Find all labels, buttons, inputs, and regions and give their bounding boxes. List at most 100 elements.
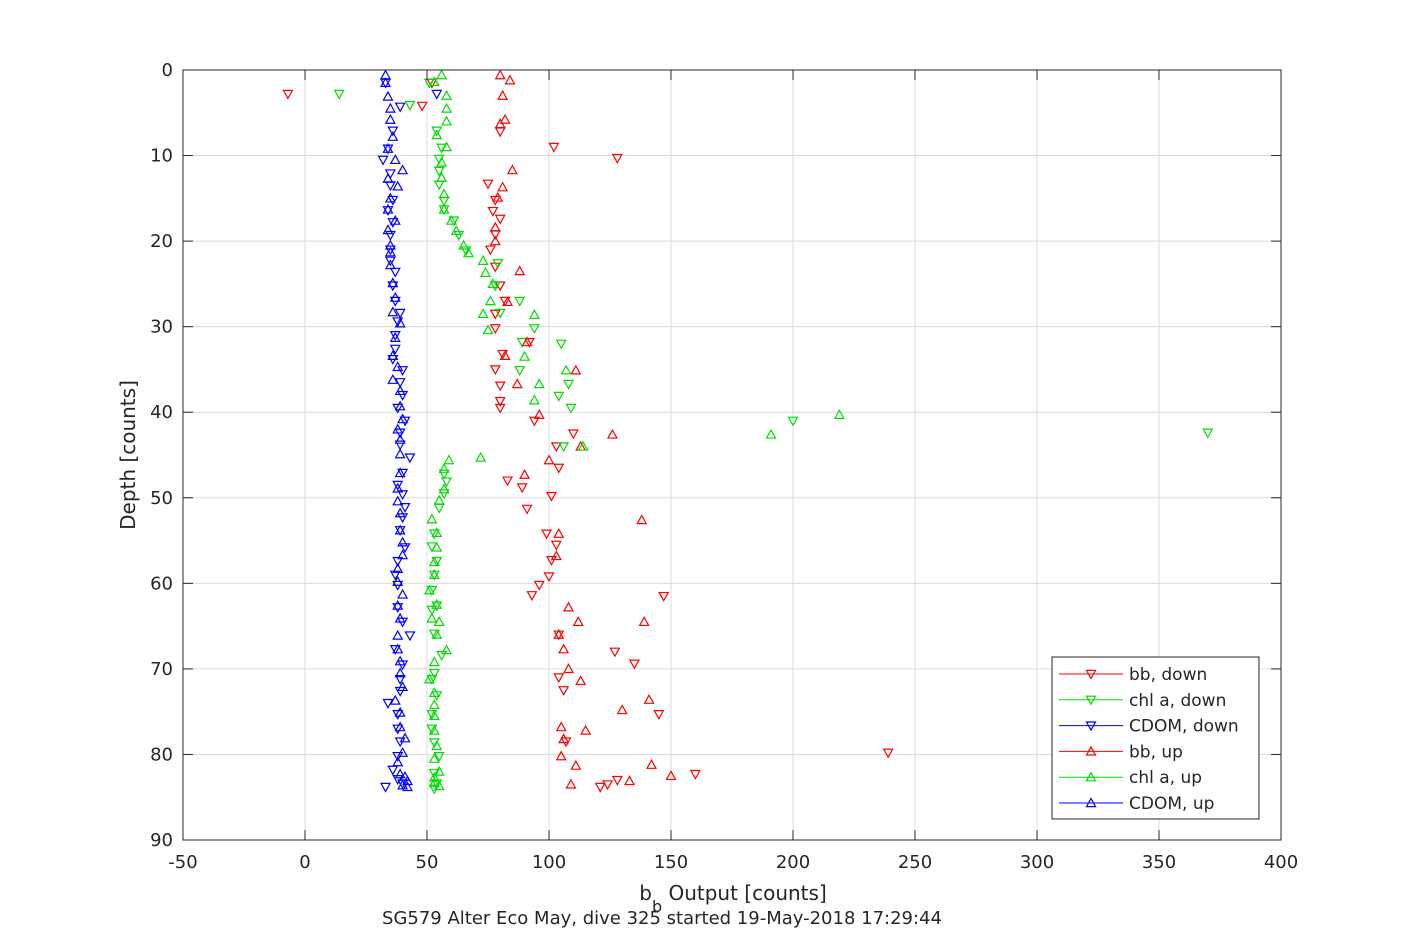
data-point <box>397 468 409 479</box>
data-point <box>553 628 565 639</box>
data-point <box>392 575 404 586</box>
data-point <box>492 191 504 202</box>
data-point <box>392 482 404 493</box>
data-point <box>428 556 440 567</box>
data-point <box>431 740 443 751</box>
data-point <box>431 598 443 609</box>
data-point <box>401 781 413 792</box>
ticks-layer: -50 0 50 100 150 200 250 300 350 400 0 10 20 30 40 50 60… <box>150 60 1298 873</box>
data-point <box>558 643 570 654</box>
data-point <box>609 647 621 658</box>
data-point <box>392 495 404 506</box>
data-point <box>882 748 894 759</box>
data-point <box>433 765 445 776</box>
data-point <box>487 206 499 217</box>
data-point <box>553 391 565 402</box>
data-point <box>511 378 523 389</box>
data-point <box>489 365 501 376</box>
data-point <box>426 605 438 616</box>
data-point <box>380 77 392 88</box>
x-axis-label-main: b <box>639 881 652 905</box>
data-point <box>499 113 511 124</box>
x-tick-label: 0 <box>299 852 310 873</box>
data-point <box>533 580 545 591</box>
data-point <box>555 721 567 732</box>
data-point <box>423 673 435 684</box>
data-point <box>428 771 440 782</box>
data-point <box>392 710 404 720</box>
data-point <box>436 156 448 167</box>
data-point <box>377 155 389 166</box>
data-point <box>572 616 584 627</box>
data-point <box>787 416 799 427</box>
y-tick-label: 0 <box>162 60 173 81</box>
data-point <box>392 563 404 573</box>
data-point <box>555 339 567 350</box>
data-point <box>416 101 428 112</box>
data-point <box>389 331 401 341</box>
data-point <box>482 324 494 335</box>
data-point <box>384 102 396 113</box>
data-point <box>431 541 443 552</box>
data-point <box>382 90 394 101</box>
data-point <box>514 366 526 377</box>
data-point <box>389 570 401 581</box>
data-point <box>506 164 518 175</box>
data-point <box>441 644 453 655</box>
data-point <box>392 180 404 191</box>
data-point <box>602 780 614 791</box>
x-tick-label: 250 <box>898 852 932 873</box>
data-point <box>497 349 509 360</box>
data-point <box>477 255 489 265</box>
data-point <box>553 673 565 684</box>
data-point <box>401 775 413 786</box>
data-point <box>448 216 460 227</box>
data-point <box>394 440 406 451</box>
data-point <box>392 556 404 567</box>
legend-label: bb, up <box>1129 742 1183 762</box>
data-point <box>384 230 396 241</box>
data-point <box>392 361 404 372</box>
data-point <box>399 732 411 743</box>
data-point <box>477 308 489 319</box>
data-point <box>484 295 496 306</box>
data-point <box>521 336 533 347</box>
data-point <box>494 118 506 129</box>
data-point <box>565 403 577 414</box>
data-point <box>431 126 443 137</box>
data-point <box>489 309 501 320</box>
data-point <box>765 428 777 439</box>
data-point <box>441 477 453 488</box>
legend-marker <box>1085 695 1097 706</box>
figure-caption: SG579 Alter Eco May, dive 325 started 19… <box>382 908 942 929</box>
data-point <box>433 166 445 177</box>
data-point <box>594 782 606 793</box>
data-point <box>397 746 409 757</box>
y-tick-label: 40 <box>150 402 173 423</box>
data-point <box>563 601 575 612</box>
data-point <box>397 681 409 692</box>
legend-marker <box>1085 771 1097 782</box>
data-point <box>392 599 404 610</box>
data-point <box>394 721 406 732</box>
data-point <box>392 317 404 328</box>
series-3 <box>489 69 677 789</box>
data-point <box>431 779 443 790</box>
data-point <box>653 710 665 720</box>
data-point <box>545 491 557 502</box>
data-point <box>553 463 565 474</box>
legend-entry: chl a, up <box>1059 768 1202 788</box>
legend-label: CDOM, down <box>1129 717 1239 737</box>
data-point <box>389 291 401 302</box>
legend-label: CDOM, up <box>1129 794 1214 814</box>
data-point <box>441 102 453 113</box>
data-point <box>521 504 533 515</box>
data-point <box>563 663 575 674</box>
data-point <box>489 324 501 335</box>
x-tick-label: 300 <box>1020 852 1054 873</box>
data-point <box>392 423 404 434</box>
data-point <box>399 416 411 427</box>
data-point <box>611 153 623 164</box>
data-point <box>333 89 345 100</box>
